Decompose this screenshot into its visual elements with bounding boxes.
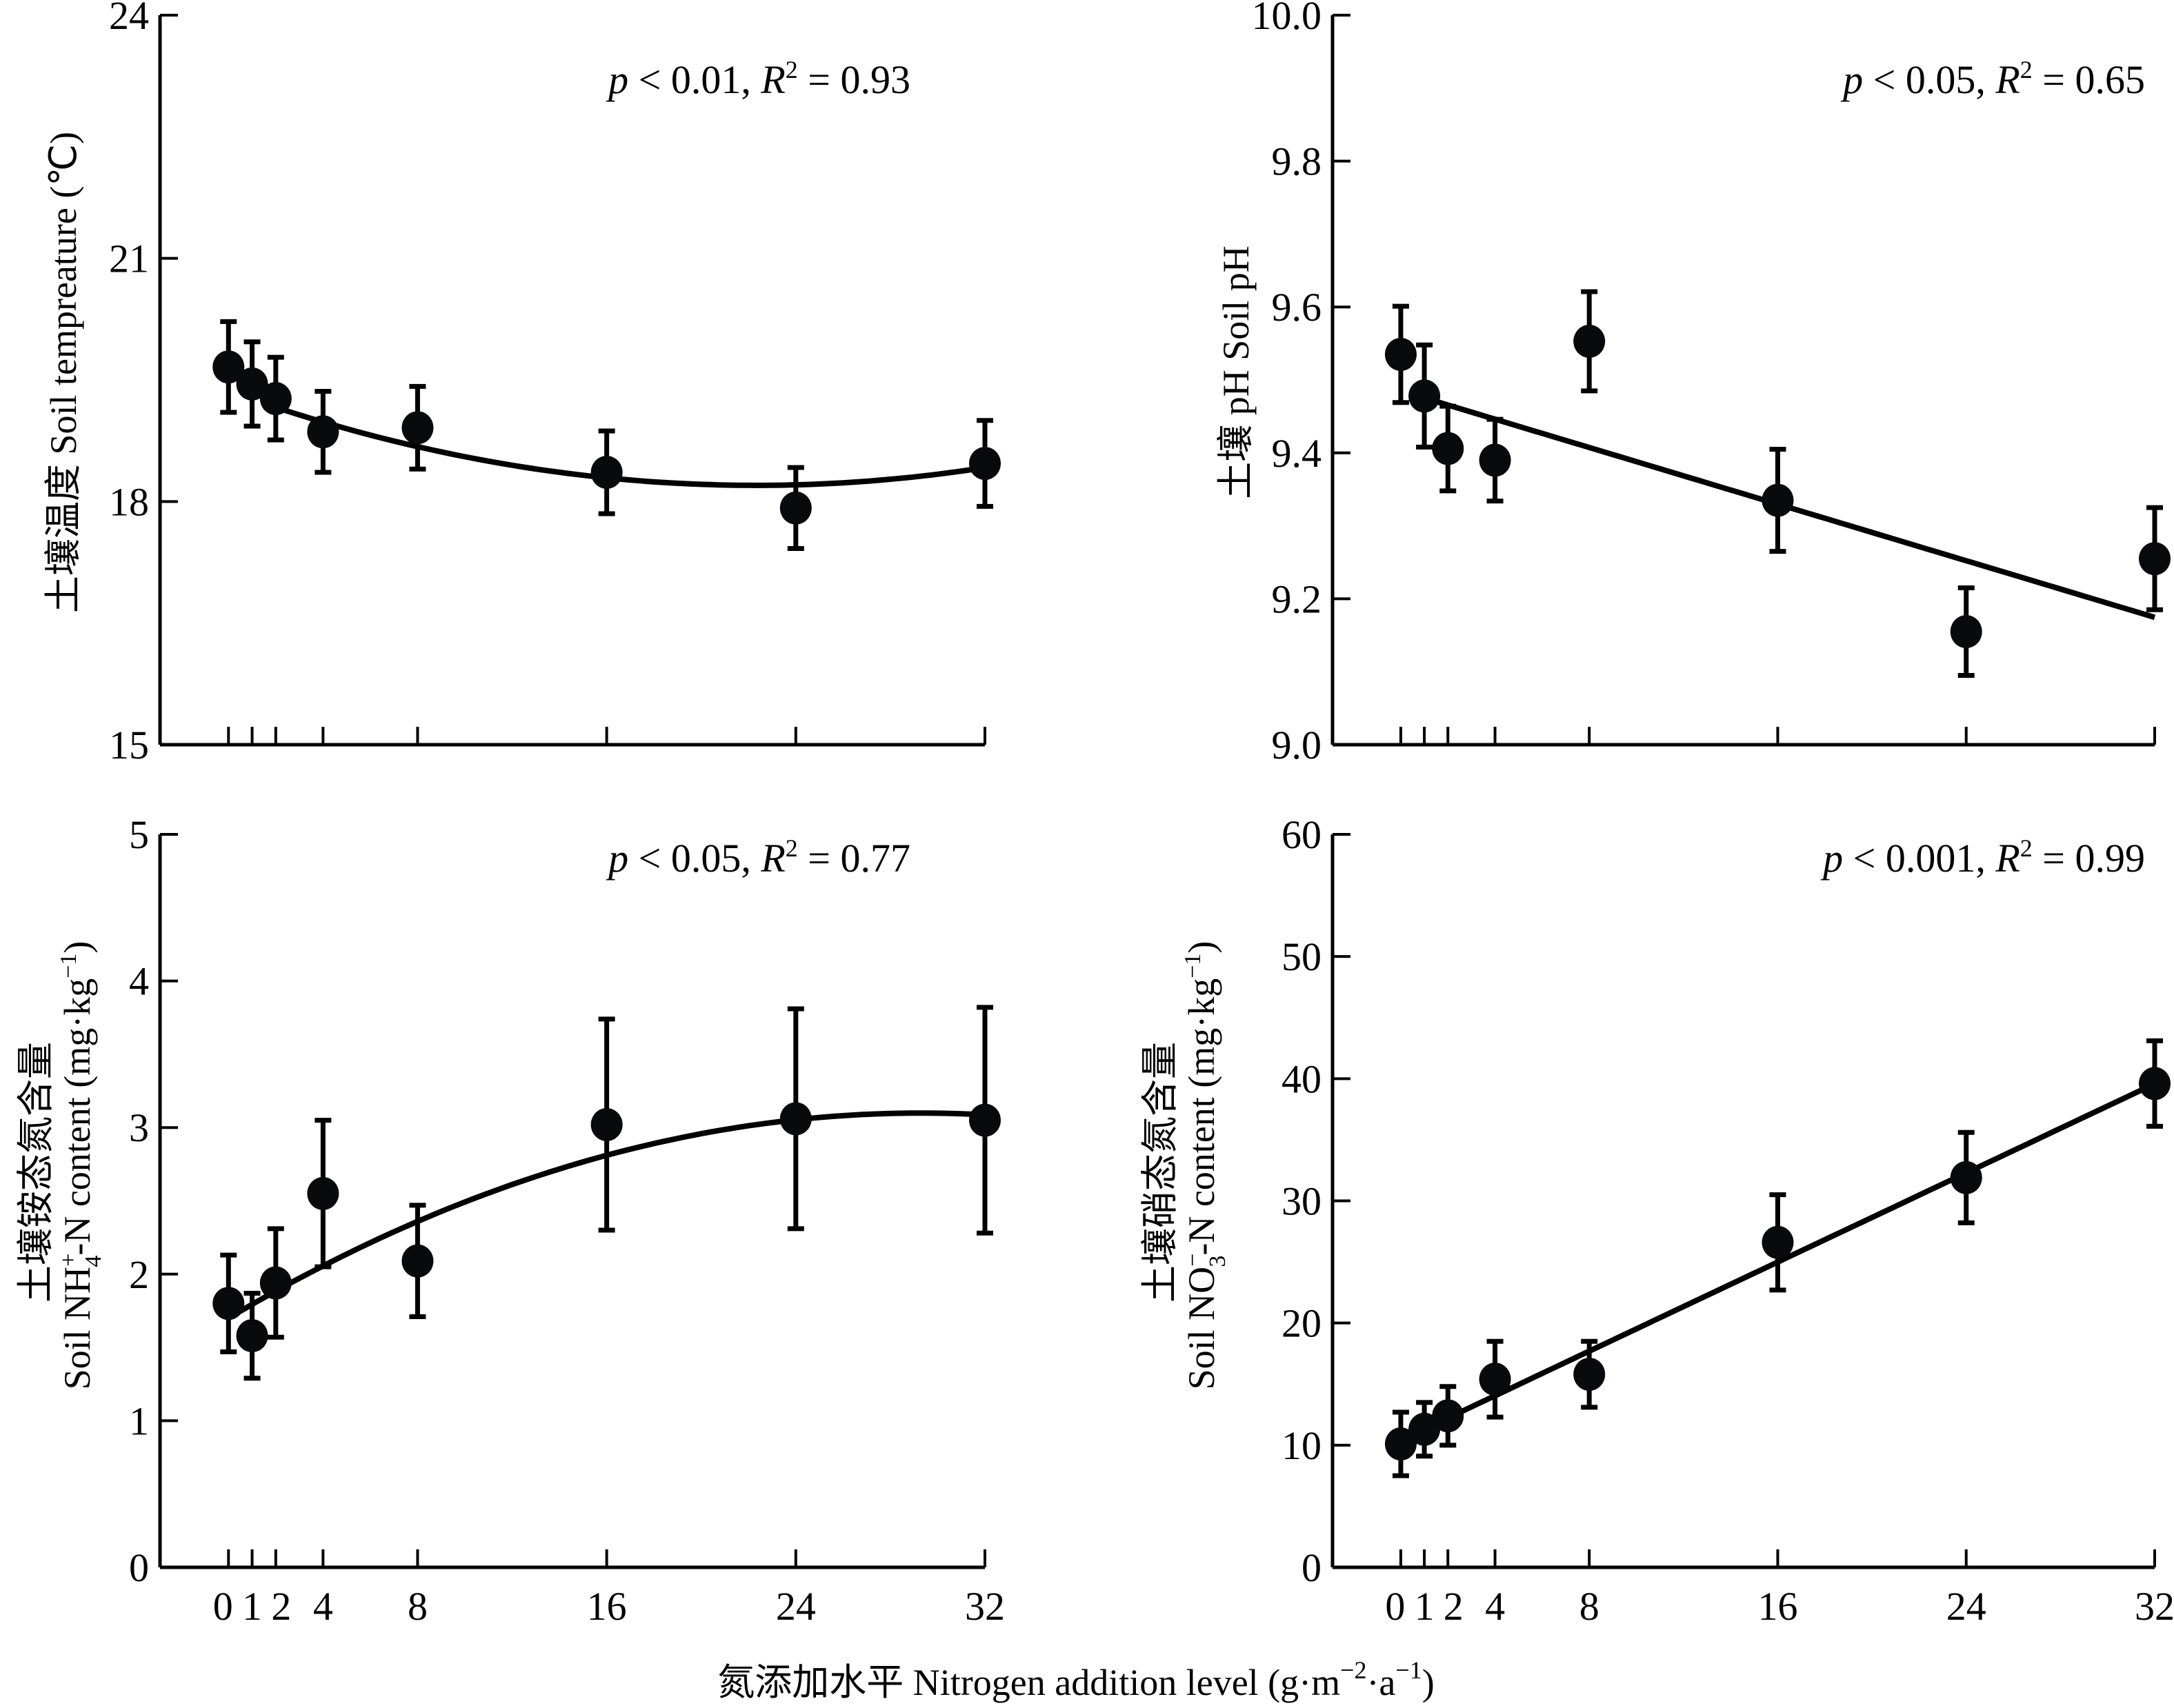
- data-point: [969, 1103, 1001, 1137]
- y-tick-label: 10: [1282, 1423, 1322, 1468]
- y-axis-title-no3-en: Soil NO−3-N content (mg·kg−1): [1180, 941, 1230, 1390]
- y-tick-label: 3: [129, 1105, 149, 1150]
- y-tick-label: 20: [1282, 1301, 1322, 1346]
- y-tick-label: 9.4: [1272, 431, 1322, 476]
- x-tick-label: 24: [1946, 1584, 1986, 1629]
- data-point: [969, 447, 1001, 481]
- data-point: [212, 1287, 245, 1320]
- data-point: [1950, 1161, 1982, 1194]
- panel-soil-ph: 9.0 9.2 9.4 9.6 9.8 10.0 p < 0.05, R2 = 0.65: [1252, 0, 2171, 767]
- fit-statistics: p < 0.05, R2 = 0.65: [1840, 56, 2145, 102]
- y-tick-label: 24: [109, 0, 149, 38]
- y-axis-title-ph: 土壤 pH Soil pH: [1215, 245, 1257, 499]
- y-axis-title-nh4-cn: 土壤铵态氮含量: [15, 1042, 57, 1303]
- fit-line: [275, 404, 986, 488]
- x-tick-label: 1: [242, 1584, 262, 1629]
- data-point: [401, 411, 434, 445]
- data-point: [1384, 337, 1417, 371]
- data-point: [1762, 483, 1794, 517]
- data-point: [307, 1176, 339, 1210]
- y-tick-label: 9.6: [1272, 285, 1322, 330]
- x-tick-label: 0: [1385, 1584, 1405, 1629]
- x-tick-label: 8: [1579, 1584, 1599, 1629]
- x-tick-label: 1: [1415, 1584, 1435, 1629]
- x-tick-label: 4: [313, 1584, 333, 1629]
- data-point: [590, 1107, 623, 1141]
- panel-soil-temperature: 15 18 21 24 p < 0.01, R2 = 0.93: [109, 0, 1001, 767]
- x-tick-label: 8: [408, 1584, 428, 1629]
- data-point: [1762, 1225, 1794, 1259]
- data-point: [2139, 542, 2171, 576]
- y-axis-title-nh4-en: Soil NH+4-N content (mg·kg−1): [56, 941, 106, 1390]
- y-tick-label: 40: [1282, 1056, 1322, 1101]
- fit-statistics: p < 0.001, R2 = 0.99: [1820, 834, 2145, 881]
- data-point: [236, 1319, 268, 1353]
- data-point: [2139, 1067, 2171, 1101]
- x-tick-label: 32: [2135, 1584, 2174, 1629]
- data-point: [1432, 432, 1464, 465]
- y-tick-label: 4: [129, 959, 149, 1004]
- data-point: [590, 456, 623, 490]
- data-point: [401, 1244, 434, 1278]
- data-point: [1573, 1358, 1606, 1391]
- y-axis-title-no3-cn: 土壤硝态氮含量: [1139, 1042, 1181, 1303]
- y-tick-label: 5: [129, 812, 149, 857]
- data-point: [236, 367, 268, 401]
- y-tick-label: 15: [109, 723, 149, 767]
- data-point: [1479, 1363, 1511, 1396]
- data-point: [1408, 1412, 1441, 1446]
- y-tick-label: 60: [1282, 812, 1322, 857]
- y-tick-label: 9.8: [1272, 139, 1322, 184]
- y-tick-label: 21: [109, 237, 149, 281]
- data-point: [259, 382, 292, 416]
- y-tick-label: 50: [1282, 934, 1322, 979]
- y-axis-title-temperature: 土壤温度 Soil tempreature (℃): [43, 132, 84, 613]
- data-point: [779, 491, 812, 525]
- fit-statistics: p < 0.01, R2 = 0.93: [606, 56, 910, 102]
- x-axis-title: 氮添加水平 Nitrogen addition level (g·m−2·a−1…: [717, 1656, 1434, 1703]
- y-tick-label: 10.0: [1252, 0, 1322, 38]
- data-point: [1432, 1399, 1464, 1433]
- x-tick-label: 0: [213, 1584, 233, 1629]
- data-point: [1384, 1427, 1417, 1461]
- x-tick-label: 24: [776, 1584, 816, 1629]
- fit-statistics: p < 0.05, R2 = 0.77: [606, 834, 910, 881]
- y-tick-label: 0: [129, 1545, 149, 1590]
- data-point: [1573, 324, 1606, 358]
- y-tick-label: 9.0: [1272, 723, 1322, 767]
- y-tick-label: 2: [129, 1252, 149, 1297]
- x-tick-label: 16: [587, 1584, 627, 1629]
- y-tick-label: 0: [1302, 1545, 1322, 1590]
- y-tick-label: 30: [1282, 1179, 1322, 1224]
- data-point: [1950, 615, 1982, 649]
- x-tick-label: 2: [1444, 1584, 1464, 1629]
- x-tick-label: 32: [965, 1584, 1005, 1629]
- y-tick-label: 9.2: [1272, 576, 1322, 621]
- data-point: [779, 1102, 812, 1136]
- x-tick-label: 4: [1485, 1584, 1505, 1629]
- data-point: [307, 415, 339, 449]
- data-point: [1479, 443, 1511, 477]
- data-point: [259, 1266, 292, 1300]
- y-tick-label: 1: [129, 1398, 149, 1443]
- data-point: [212, 350, 245, 384]
- data-point: [1408, 379, 1441, 413]
- x-tick-label: 16: [1757, 1584, 1797, 1629]
- x-tick-label: 2: [271, 1584, 291, 1629]
- y-tick-label: 18: [109, 479, 149, 524]
